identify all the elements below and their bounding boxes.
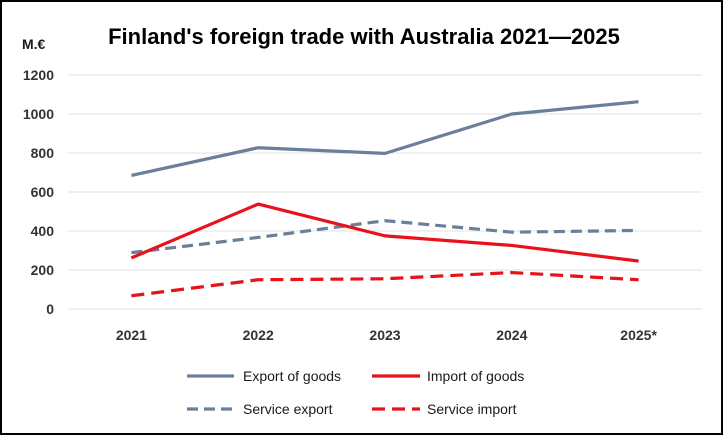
x-tick-label-2021: 2021 xyxy=(116,327,147,343)
legend-label-service-import: Service import xyxy=(427,401,517,417)
y-tick-label-1200: 1200 xyxy=(23,67,54,83)
y-tick-label-400: 400 xyxy=(31,223,55,239)
x-tick-label-2024: 2024 xyxy=(496,327,527,343)
chart-title: Finland's foreign trade with Australia 2… xyxy=(108,24,620,49)
y-tick-label-0: 0 xyxy=(46,301,54,317)
x-tick-label-2023: 2023 xyxy=(369,327,400,343)
series-line-service-import xyxy=(131,270,639,298)
y-tick-label-800: 800 xyxy=(31,145,55,161)
legend-label-export-of-goods: Export of goods xyxy=(243,368,341,384)
x-tick-label-2022: 2022 xyxy=(243,327,274,343)
series-lines xyxy=(130,100,639,298)
series-line-export-of-goods xyxy=(131,100,639,177)
y-tick-label-200: 200 xyxy=(31,262,55,278)
legend-label-service-export: Service export xyxy=(243,401,333,417)
series-line-service-export xyxy=(131,219,639,255)
y-axis-unit-label: M.€ xyxy=(22,36,46,52)
y-tick-label-600: 600 xyxy=(31,184,55,200)
x-axis-ticks: 2021 2022 2023 2024 2025* xyxy=(116,327,658,343)
series-line-import-of-goods xyxy=(130,202,639,263)
x-tick-label-2025: 2025* xyxy=(620,327,657,343)
legend: Export of goods Import of goods Service ex… xyxy=(187,368,524,417)
legend-label-import-of-goods: Import of goods xyxy=(427,368,524,384)
y-axis-ticks: 0 200 400 600 800 1000 1200 xyxy=(23,67,54,317)
y-tick-label-1000: 1000 xyxy=(23,106,54,122)
gridlines xyxy=(68,74,702,310)
